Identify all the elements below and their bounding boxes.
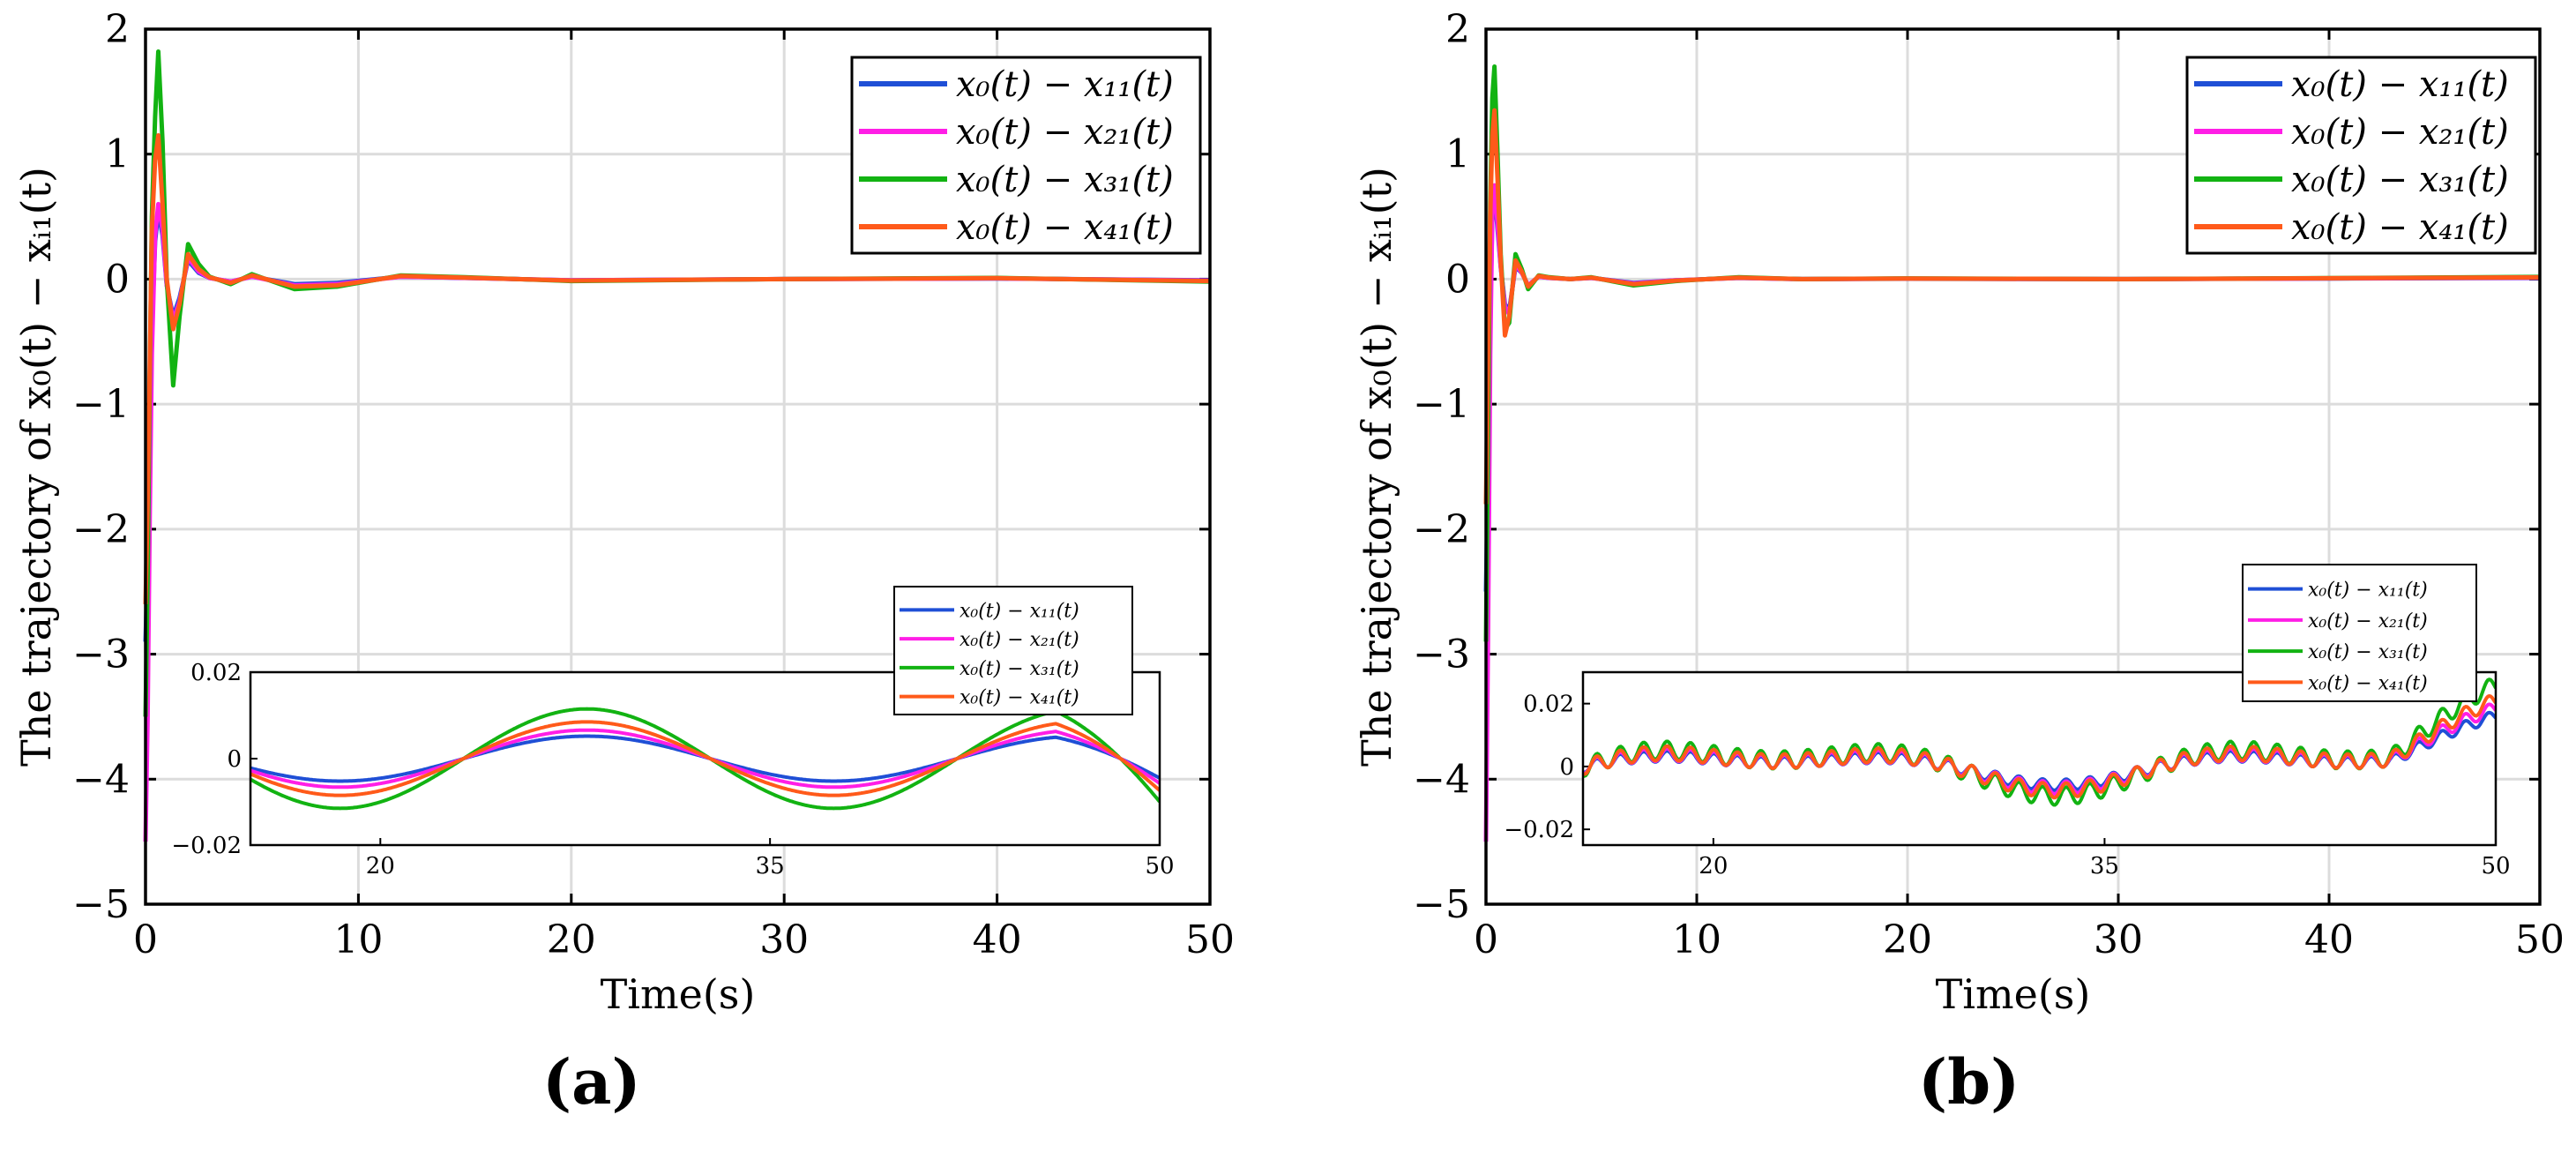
y-tick-label: −3 [72,632,130,677]
inset-legend-label-1: x₀(t) − x₁₁(t) [959,600,1079,622]
x-tick-label: 20 [547,917,596,962]
inset-x-tick-label: 50 [1145,853,1174,879]
inset-y-tick-label: 0 [1559,754,1574,781]
legend-label-1: x₀(t) − x₁₁(t) [956,64,1174,105]
x-tick-label: 30 [2094,917,2143,962]
series-line-4 [1483,108,2541,505]
inset-legend: x₀(t) − x₁₁(t) x₀(t) − x₂₁(t) x₀(t) − x₃₁(… [2242,564,2477,702]
y-tick-label: 2 [105,7,130,52]
legend-label-2: x₀(t) − x₂₁(t) [956,112,1174,153]
y-tick-label: −5 [72,882,130,927]
legend-label-3: x₀(t) − x₃₁(t) [2291,160,2509,200]
x-tick-label: 30 [759,917,809,962]
panel-label-b: (b) [1918,1045,2020,1119]
legend-label-3: x₀(t) − x₃₁(t) [956,160,1174,200]
y-axis-label: The trajectory of x₀(t) − xᵢ₁(t) [12,167,60,767]
series-line-4 [143,133,1211,604]
x-tick-label: 20 [1883,917,1932,962]
legend-label-2: x₀(t) − x₂₁(t) [2291,112,2509,153]
y-tick-label: −3 [1413,632,1470,677]
y-tick-label: −2 [72,507,130,552]
inset-y-tick-label: 0 [227,746,242,773]
y-axis-label: The trajectory of x₀(t) − xᵢ₁(t) [1353,167,1400,767]
inset-x-tick-label: 35 [2090,853,2119,879]
x-tick-label: 40 [973,917,1022,962]
legend-label-4: x₀(t) − x₄₁(t) [956,207,1174,248]
x-tick-label: 0 [1474,917,1498,962]
y-tick-label: 1 [105,132,130,177]
inset-x-tick-label: 50 [2481,853,2510,879]
y-tick-label: −5 [1413,882,1470,927]
y-tick-label: 0 [1445,257,1470,302]
x-axis-label: Time(s) [1936,970,2091,1018]
inset-legend: x₀(t) − x₁₁(t) x₀(t) − x₂₁(t) x₀(t) − x₃₁(… [893,586,1133,715]
inset-series-line-4 [1583,693,2496,800]
inset-y-tick-label: 0.02 [190,660,242,686]
y-tick-label: −4 [1413,757,1470,802]
x-tick-label: 10 [333,917,383,962]
inset-box [249,670,1161,847]
inset-legend-label-4: x₀(t) − x₄₁(t) [2308,672,2428,694]
y-tick-label: 2 [1445,7,1470,52]
inset-legend-label-2: x₀(t) − x₂₁(t) [2308,610,2428,632]
inset-x-tick-label: 35 [756,853,785,879]
inset-legend-label-3: x₀(t) − x₃₁(t) [959,658,1079,680]
x-tick-label: 40 [2304,917,2354,962]
y-tick-label: −1 [1413,382,1470,427]
inset-x-tick-label: 20 [1699,853,1728,879]
y-tick-label: −4 [72,757,130,802]
x-tick-label: 0 [133,917,158,962]
legend: x₀(t) − x₁₁(t) x₀(t) − x₂₁(t) x₀(t) − x₃₁(… [2185,56,2537,255]
axes-box [1484,27,2542,906]
legend-label-4: x₀(t) − x₄₁(t) [2291,207,2509,248]
axes-box [144,27,1212,906]
inset-legend-label-2: x₀(t) − x₂₁(t) [959,629,1079,651]
inset-x-tick-label: 20 [366,853,395,879]
y-tick-label: −2 [1413,507,1470,552]
legend: x₀(t) − x₁₁(t) x₀(t) − x₂₁(t) x₀(t) − x₃₁(… [850,56,1202,255]
x-tick-label: 10 [1672,917,1721,962]
x-tick-label: 50 [1185,917,1235,962]
inset-legend-label-3: x₀(t) − x₃₁(t) [2308,641,2428,663]
x-axis-label: Time(s) [601,970,756,1018]
inset-legend-box [893,586,1133,715]
inset-y-tick-label: −0.02 [171,833,242,859]
inset-y-tick-label: 0.02 [1523,692,1574,718]
y-tick-label: 0 [105,257,130,302]
legend-box [2185,56,2537,255]
x-tick-label: 50 [2515,917,2565,962]
panel-label-a: (a) [542,1045,641,1119]
y-tick-label: −1 [72,382,130,427]
inset-box [1581,670,2498,847]
inset-series-line-4 [250,720,1160,797]
inset-y-tick-label: −0.02 [1504,817,1574,843]
inset-legend-label-4: x₀(t) − x₄₁(t) [959,687,1079,709]
legend-box [850,56,1202,255]
y-tick-label: 1 [1445,132,1470,177]
legend-label-1: x₀(t) − x₁₁(t) [2291,64,2509,105]
inset-legend-label-1: x₀(t) − x₁₁(t) [2308,580,2428,602]
